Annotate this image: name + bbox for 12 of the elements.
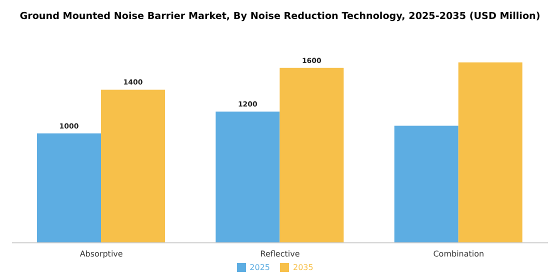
bar	[37, 133, 102, 243]
bar	[394, 126, 458, 243]
bar	[458, 62, 522, 243]
bar	[216, 112, 280, 243]
x-tick-label: Reflective	[260, 249, 300, 258]
x-tick-label: Combination	[433, 249, 484, 258]
chart-title: Ground Mounted Noise Barrier Market, By Noise Reduction Technology, 2025-2035 (USD Million)	[18, 10, 542, 24]
legend-label: 2025	[250, 262, 270, 272]
x-tick-label: Absorptive	[80, 249, 123, 258]
bar	[101, 90, 166, 243]
bar	[280, 68, 344, 243]
legend-label: 2035	[293, 262, 314, 272]
